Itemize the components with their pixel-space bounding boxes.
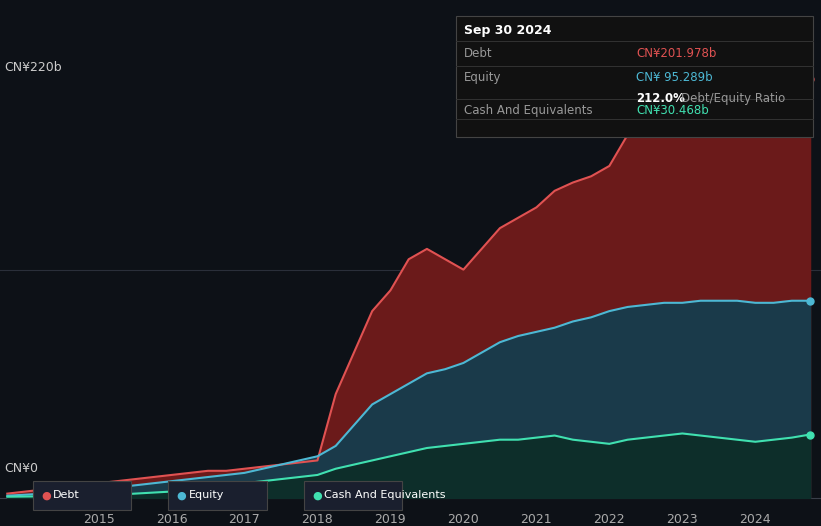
Text: Cash And Equivalents: Cash And Equivalents: [324, 490, 446, 501]
Text: Cash And Equivalents: Cash And Equivalents: [464, 104, 593, 117]
Text: CN¥220b: CN¥220b: [4, 61, 62, 74]
Text: Debt: Debt: [464, 47, 493, 60]
Text: Equity: Equity: [464, 71, 502, 84]
Text: ●: ●: [41, 490, 51, 501]
Text: CN¥30.468b: CN¥30.468b: [636, 104, 709, 117]
Text: Debt: Debt: [53, 490, 80, 501]
Text: ●: ●: [177, 490, 186, 501]
Text: ●: ●: [312, 490, 322, 501]
Text: CN¥ 95.289b: CN¥ 95.289b: [636, 71, 713, 84]
Text: Debt/Equity Ratio: Debt/Equity Ratio: [681, 92, 786, 105]
Text: CN¥0: CN¥0: [4, 462, 38, 475]
Text: 212.0%: 212.0%: [636, 92, 686, 105]
Text: Sep 30 2024: Sep 30 2024: [464, 24, 552, 37]
Text: Equity: Equity: [189, 490, 224, 501]
Text: CN¥201.978b: CN¥201.978b: [636, 47, 717, 60]
